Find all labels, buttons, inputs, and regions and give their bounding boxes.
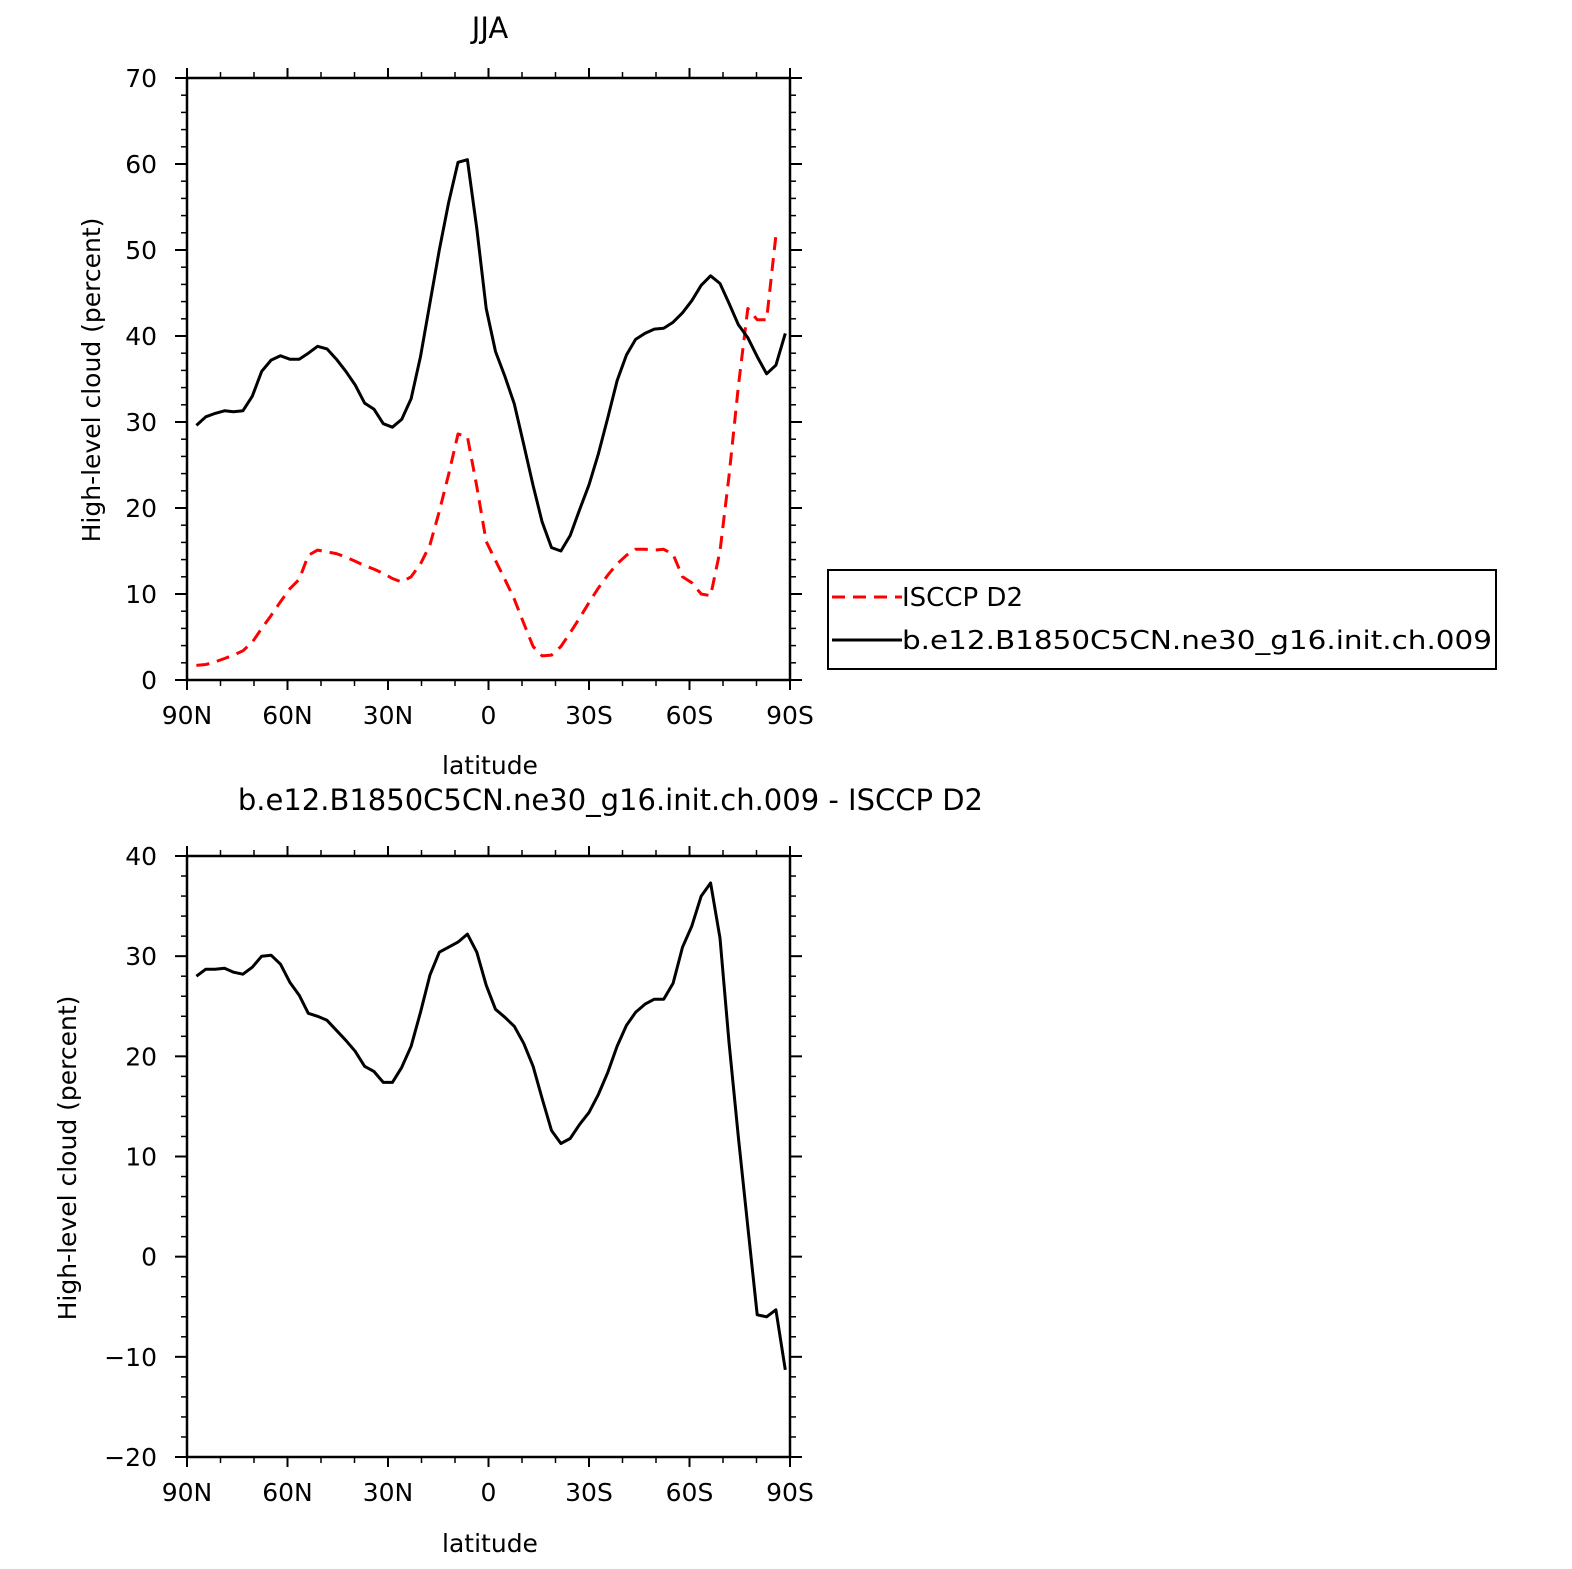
top-y-axis-label: High-level cloud (percent) xyxy=(77,218,106,543)
x-tick-label-1-5: 60S xyxy=(666,1478,714,1507)
x-tick-label-1-2: 30N xyxy=(363,1478,414,1507)
y-tick-label-0-4: 40 xyxy=(125,322,157,351)
x-tick-label-1-4: 30S xyxy=(565,1478,613,1507)
y-tick-label-1-5: 30 xyxy=(125,942,157,971)
y-tick-label-1-6: 40 xyxy=(125,842,157,871)
x-tick-label-1-1: 60N xyxy=(262,1478,313,1507)
bottom-plot-area: 90N 60N 30N 0 30S 60S 90S −20 −10 0 10 20 30 40 xyxy=(104,842,814,1507)
y-tick-label-0-5: 50 xyxy=(125,236,157,265)
y-tick-label-0-0: 0 xyxy=(141,666,157,695)
series-line-0-1 xyxy=(195,158,787,553)
x-tick-label-0-5: 60S xyxy=(666,701,714,730)
x-tick-label-0-0: 90N xyxy=(162,701,213,730)
bottom-panel: b.e12.B1850C5CN.ne30_g16.init.ch.009 - I… xyxy=(53,783,983,1558)
legend-label-isccp: ISCCP D2 xyxy=(902,583,1023,613)
top-chart-title: JJA xyxy=(470,11,509,45)
x-tick-label-1-0: 90N xyxy=(162,1478,213,1507)
y-tick-label-0-1: 10 xyxy=(125,580,157,609)
y-tick-label-1-4: 20 xyxy=(125,1042,157,1071)
series-line-0-0 xyxy=(196,235,778,667)
bottom-x-axis-label: latitude xyxy=(442,1529,538,1558)
x-tick-label-0-1: 60N xyxy=(262,701,313,730)
x-tick-label-0-6: 90S xyxy=(766,701,814,730)
x-tick-label-0-4: 30S xyxy=(565,701,613,730)
top-panel: JJA 90N 60N 30N 0 30S 60S 90S 0 10 20 30 40 50 60 70 H… xyxy=(77,11,814,780)
legend-label-model: b.e12.B1850C5CN.ne30_g16.init.ch.009 xyxy=(902,626,1492,656)
y-tick-label-1-3: 10 xyxy=(125,1143,157,1172)
y-tick-label-0-3: 30 xyxy=(125,408,157,437)
top-x-axis-label: latitude xyxy=(442,751,538,780)
series-line-1-0 xyxy=(195,881,787,1371)
bottom-y-axis-label: High-level cloud (percent) xyxy=(53,996,82,1321)
y-tick-label-1-2: 0 xyxy=(141,1243,157,1272)
plot-frame-1 xyxy=(185,854,792,1459)
x-tick-label-0-2: 30N xyxy=(363,701,414,730)
y-tick-label-0-2: 20 xyxy=(125,494,157,523)
legend: ISCCP D2 b.e12.B1850C5CN.ne30_g16.init.c… xyxy=(827,569,1497,670)
y-tick-label-1-0: −20 xyxy=(104,1443,157,1472)
y-tick-label-0-7: 70 xyxy=(125,64,157,93)
x-tick-label-1-3: 0 xyxy=(481,1478,497,1507)
bottom-chart-title: b.e12.B1850C5CN.ne30_g16.init.ch.009 - I… xyxy=(238,783,983,817)
y-tick-label-0-6: 60 xyxy=(125,150,157,179)
top-plot-area: 90N 60N 30N 0 30S 60S 90S 0 10 20 30 40 50 60 70 xyxy=(125,64,814,730)
plot-frame-0 xyxy=(185,76,792,682)
legend-frame xyxy=(827,569,1497,670)
y-tick-label-1-1: −10 xyxy=(104,1343,157,1372)
x-tick-label-0-3: 0 xyxy=(481,701,497,730)
x-tick-label-1-6: 90S xyxy=(766,1478,814,1507)
